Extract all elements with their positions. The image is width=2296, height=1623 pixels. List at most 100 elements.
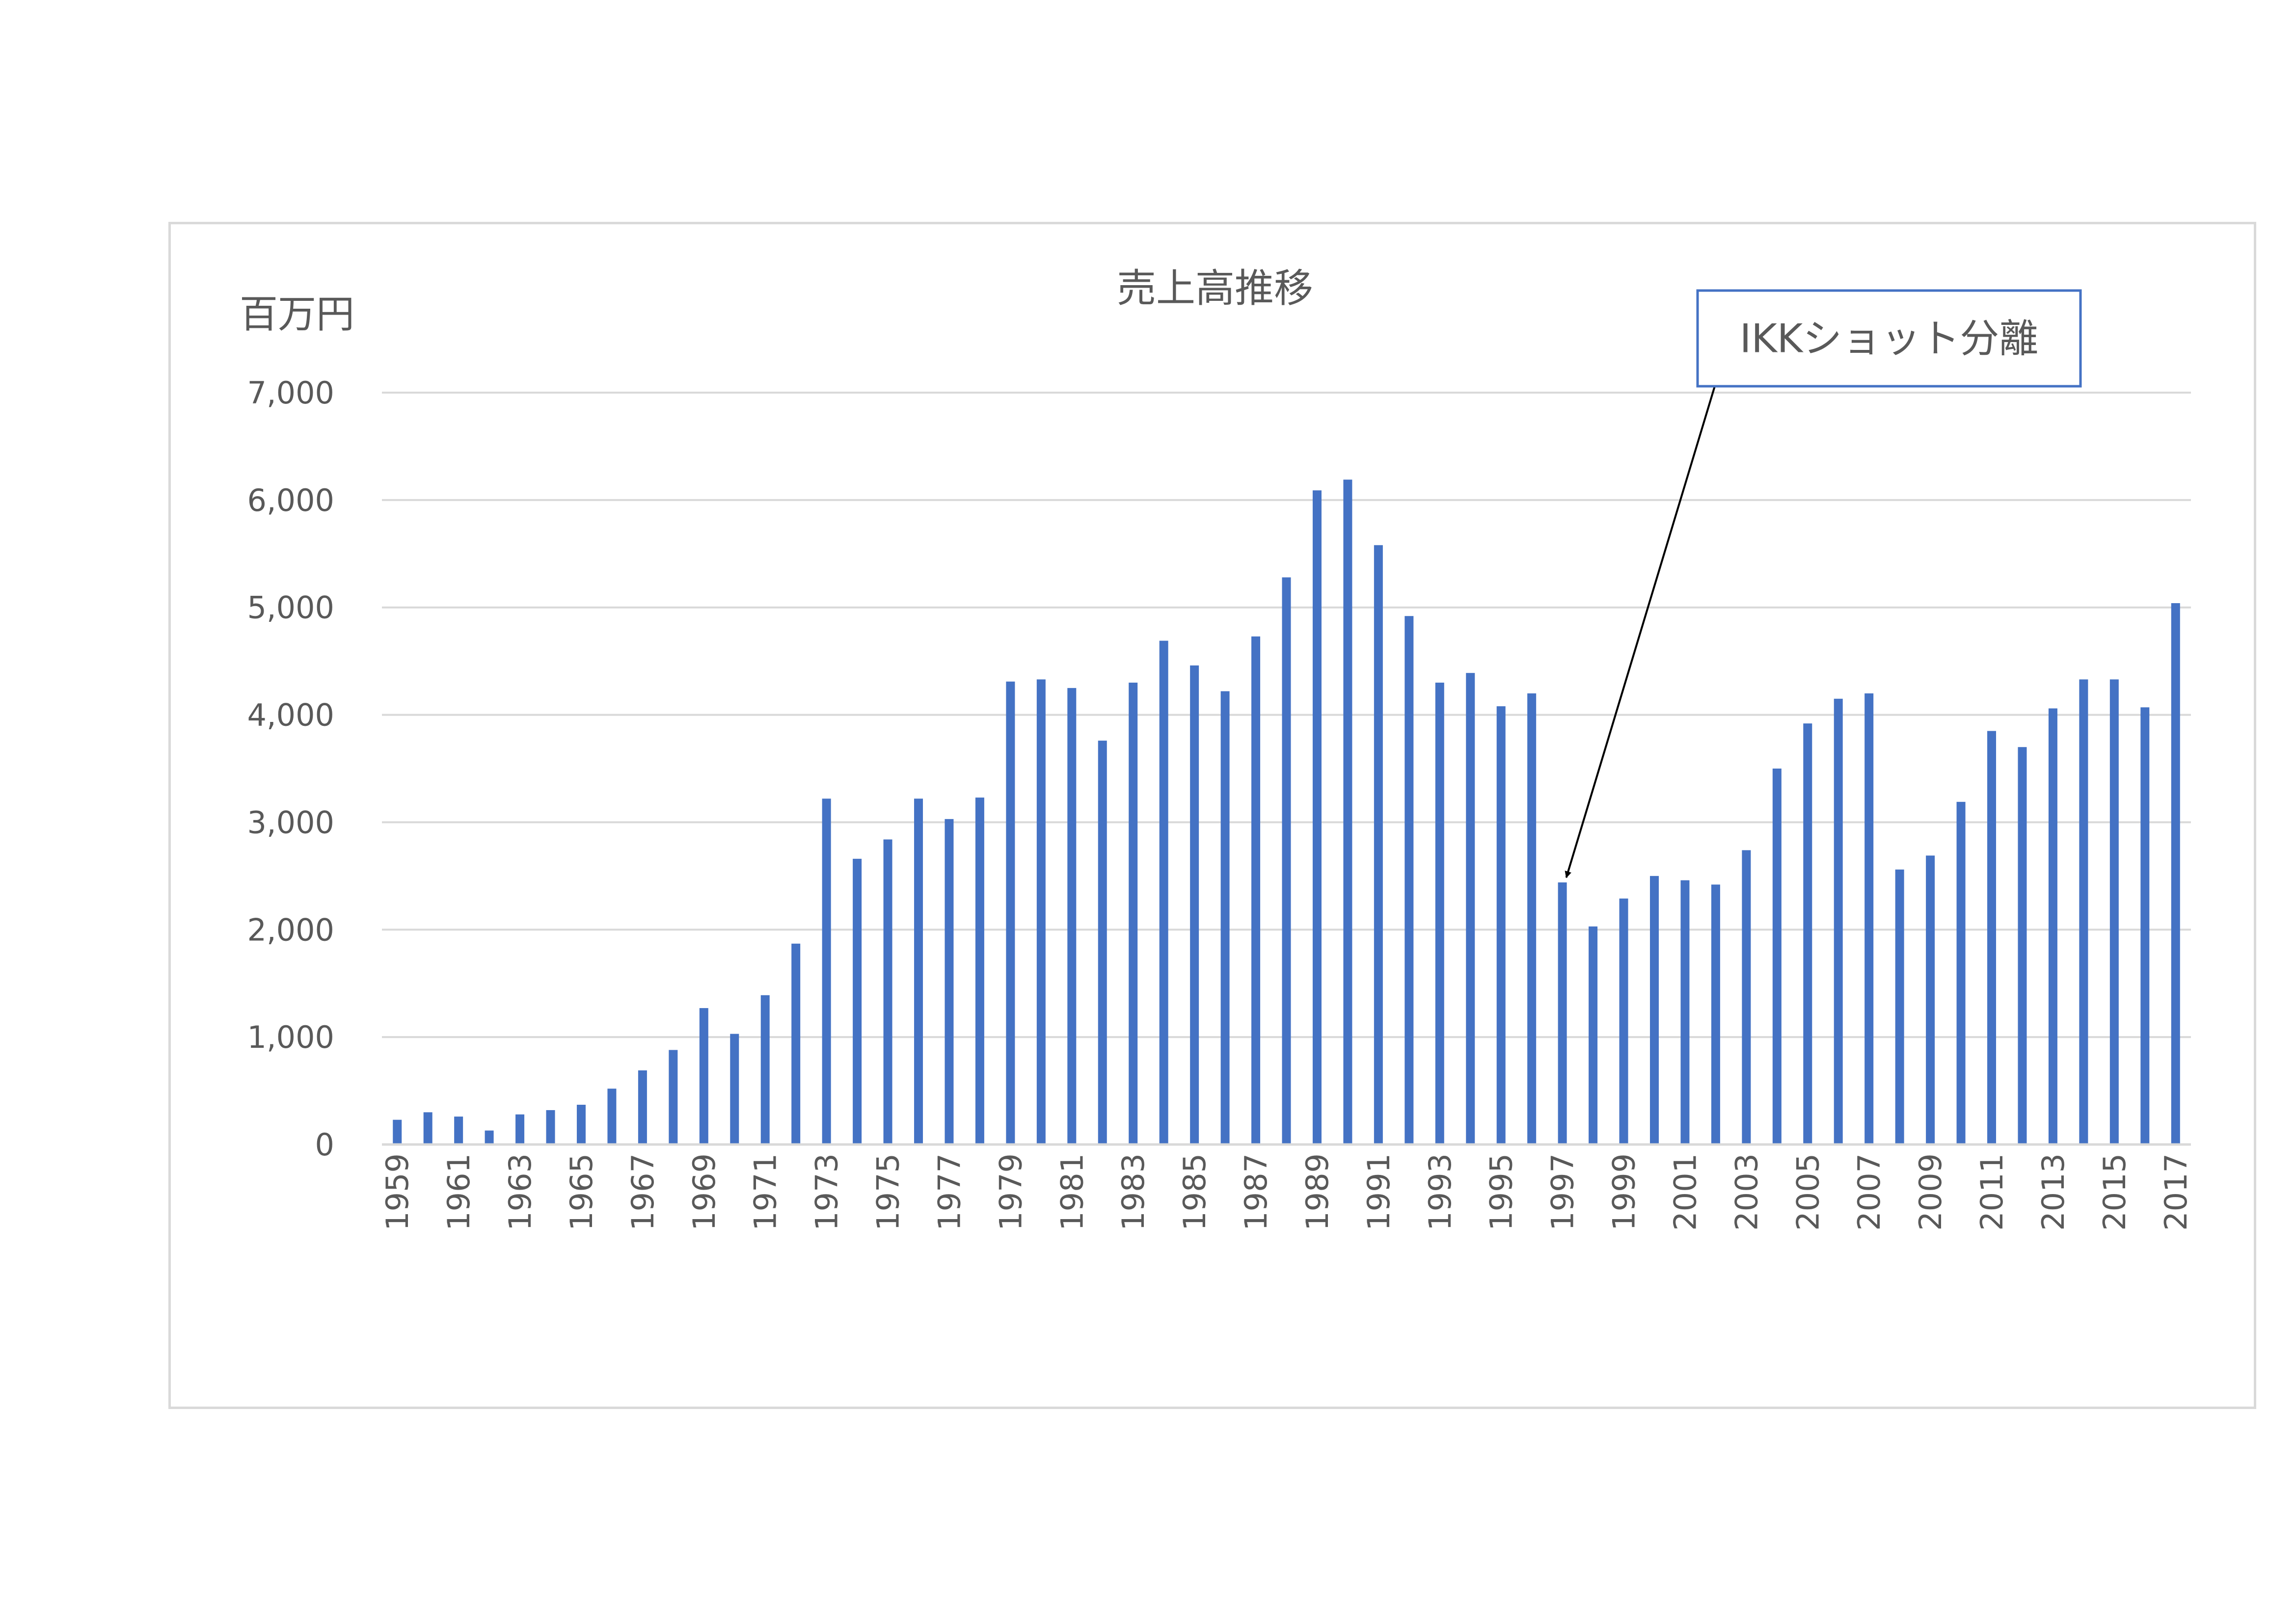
bar-1981: [1067, 688, 1077, 1144]
x-tick-label: 1991: [1361, 1153, 1397, 1231]
bars: [393, 479, 2180, 1145]
y-tick-label: 2,000: [247, 912, 335, 948]
bar-1987: [1251, 636, 1261, 1144]
x-tick-label: 1971: [748, 1153, 783, 1231]
bar-1978: [975, 798, 984, 1144]
x-tick-label: 1965: [564, 1153, 599, 1231]
x-tick-label: 2013: [2035, 1153, 2071, 1231]
bar-1991: [1374, 545, 1383, 1144]
bar-1989: [1312, 490, 1322, 1145]
bar-1962: [485, 1130, 494, 1144]
bar-1980: [1036, 679, 1046, 1144]
x-tick-label: 1993: [1422, 1153, 1458, 1231]
bar-1994: [1466, 673, 1475, 1144]
bar-2001: [1680, 880, 1690, 1144]
bar-1967: [638, 1070, 647, 1144]
x-tick-label: 1961: [441, 1153, 477, 1231]
bar-1968: [669, 1050, 678, 1144]
bar-1984: [1159, 640, 1168, 1144]
x-tick-label: 1983: [1115, 1153, 1151, 1231]
x-tick-label: 1999: [1606, 1153, 1642, 1231]
bar-1971: [760, 995, 770, 1144]
x-tick-label: 2011: [1974, 1153, 2010, 1231]
x-tick-label: 1975: [870, 1153, 906, 1231]
x-tick-label: 1989: [1299, 1153, 1335, 1231]
bar-2008: [1895, 869, 1904, 1144]
bar-1986: [1220, 691, 1230, 1144]
y-tick-label: 4,000: [247, 697, 335, 733]
x-tick-label: 2009: [1913, 1153, 1948, 1231]
bar-2000: [1649, 876, 1659, 1144]
bar-2013: [2048, 708, 2057, 1144]
y-tick-label: 7,000: [247, 375, 335, 411]
bar-1959: [393, 1119, 402, 1144]
callout-box: [1696, 289, 2082, 388]
x-tick-label: 1979: [993, 1153, 1028, 1231]
bar-2004: [1772, 769, 1782, 1144]
bar-1992: [1405, 616, 1414, 1144]
x-tick-label: 2007: [1851, 1153, 1887, 1231]
bar-2005: [1803, 723, 1812, 1144]
callout-arrow: [1565, 386, 1716, 878]
bar-2009: [1926, 855, 1935, 1144]
bar-1974: [853, 858, 862, 1144]
bar-1993: [1435, 682, 1444, 1144]
x-tick-label: 2015: [2097, 1153, 2133, 1231]
bar-1966: [607, 1089, 617, 1144]
x-tick-label: 1987: [1238, 1153, 1274, 1231]
bar-1997: [1558, 882, 1567, 1144]
x-tick-label: 1977: [931, 1153, 967, 1231]
bar-1965: [576, 1105, 586, 1144]
y-tick-label: 6,000: [247, 482, 335, 518]
x-tick-label: 2017: [2158, 1153, 2194, 1231]
x-tick-label: 1997: [1545, 1153, 1581, 1231]
bar-1983: [1129, 682, 1138, 1144]
bar-1990: [1343, 479, 1352, 1144]
x-tick-label: 1969: [686, 1153, 722, 1231]
bar-1988: [1282, 577, 1291, 1144]
x-axis-labels: 1959 1961 1963 1965 1967 1969 1971 1973 1975 1977…: [379, 1153, 2194, 1231]
y-tick-label: 1,000: [247, 1019, 335, 1055]
annotation: IKKショット分離: [1565, 289, 2082, 878]
bar-1977: [945, 819, 954, 1144]
x-tick-label: 2005: [1790, 1153, 1826, 1231]
y-axis-labels: 0 1,000 2,000 3,000 4,000 5,000 6,000 7,000: [247, 375, 335, 1163]
bar-2016: [2140, 707, 2150, 1144]
bar-1961: [454, 1117, 463, 1144]
bar-1985: [1190, 665, 1199, 1144]
x-tick-label: 1985: [1177, 1153, 1213, 1231]
bar-1975: [883, 839, 892, 1144]
bar-2014: [2079, 679, 2088, 1144]
chart-svg: 売上高推移 百万円 0 1,000 2,000 3,000 4,000 5,000 6,00…: [240, 266, 2194, 1231]
y-tick-label: 0: [315, 1127, 334, 1163]
bar-2007: [1864, 693, 1874, 1144]
x-tick-label: 2003: [1729, 1153, 1764, 1231]
x-tick-label: 1959: [379, 1153, 415, 1231]
chart-frame: 売上高推移 百万円 0 1,000 2,000 3,000 4,000 5,000 6,00…: [168, 222, 2256, 1409]
bar-2011: [1987, 731, 1997, 1144]
x-tick-label: 1963: [502, 1153, 538, 1231]
bar-1998: [1589, 926, 1598, 1144]
bar-1960: [423, 1112, 432, 1144]
x-tick-label: 2001: [1667, 1153, 1703, 1231]
bar-2002: [1711, 884, 1720, 1144]
chart-title: 売上高推移: [1117, 266, 1313, 311]
x-tick-label: 1973: [809, 1153, 845, 1231]
y-tick-label: 5,000: [247, 590, 335, 626]
y-tick-label: 3,000: [247, 804, 335, 840]
y-axis-unit-label: 百万円: [240, 293, 354, 337]
bar-1964: [546, 1110, 555, 1144]
bar-1973: [822, 798, 831, 1144]
bar-2017: [2171, 603, 2180, 1144]
callout-text: IKKショット分離: [1740, 316, 2039, 362]
bar-2012: [2018, 747, 2027, 1144]
bar-1976: [914, 798, 923, 1144]
x-tick-label: 1981: [1054, 1153, 1090, 1231]
bar-1972: [791, 943, 801, 1144]
bar-2006: [1834, 698, 1843, 1144]
bar-1979: [1006, 681, 1015, 1144]
bar-1995: [1496, 706, 1506, 1144]
x-tick-label: 1967: [625, 1153, 661, 1231]
bar-2010: [1956, 801, 1966, 1144]
bar-1999: [1619, 898, 1628, 1144]
